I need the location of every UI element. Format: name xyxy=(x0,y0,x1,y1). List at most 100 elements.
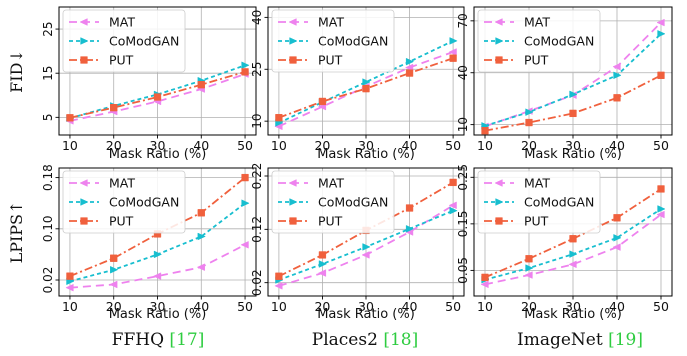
data-point-comodgan xyxy=(569,250,578,258)
legend-label-put: PUT xyxy=(318,214,343,229)
y-tick-label: 0.12 xyxy=(250,216,264,243)
data-point-mat xyxy=(612,243,621,251)
data-point-put xyxy=(197,209,205,217)
x-tick-label: 10 xyxy=(62,138,78,153)
legend-label-put: PUT xyxy=(109,214,134,229)
data-point-mat xyxy=(448,48,457,56)
legend-marker-mat xyxy=(288,179,297,187)
x-tick-label: 20 xyxy=(521,299,537,314)
x-tick-label: 50 xyxy=(445,138,461,153)
x-tick-label: 40 xyxy=(402,138,418,153)
legend-box xyxy=(62,9,186,73)
legend-marker-mat xyxy=(288,18,297,26)
x-tick-label: 50 xyxy=(237,299,253,314)
caption-places2: Places2 [18] xyxy=(265,330,465,356)
data-point-put xyxy=(110,254,118,262)
legend-label-mat: MAT xyxy=(524,176,550,191)
y-tick-label: 70 xyxy=(456,13,470,28)
caption-places2-cite: [18] xyxy=(383,330,419,350)
legend-box xyxy=(271,170,395,234)
y-tick-label: 0.22 xyxy=(250,163,264,190)
legend-marker-comodgan xyxy=(80,37,89,45)
data-point-put xyxy=(569,235,577,243)
subplot-5: 10 20 30 40 50 0.05 0.15 0.25 Mask Ratio (%) MAT C… xyxy=(456,164,673,322)
data-point-put xyxy=(197,81,205,89)
y-tick-label: 0.15 xyxy=(456,210,470,237)
legend-box xyxy=(477,170,601,234)
data-point-comodgan xyxy=(569,90,578,99)
data-point-put xyxy=(241,68,249,76)
data-point-mat xyxy=(404,63,414,72)
x-tick-label: 30 xyxy=(150,299,166,314)
data-point-put xyxy=(405,204,414,212)
subplot-0: 10 20 30 40 50 5 15 25 Mask Ratio (%) FID↓ MAT CoMo… xyxy=(7,6,257,162)
data-point-put xyxy=(110,103,118,112)
series-line-mat xyxy=(484,213,662,286)
x-tick-label: 40 xyxy=(402,299,418,314)
data-point-put xyxy=(525,255,533,263)
x-tick-label: 40 xyxy=(193,138,209,153)
legend-label-comodgan: CoModGAN xyxy=(318,195,388,210)
data-point-put xyxy=(657,71,665,79)
legend-label-comodgan: CoModGAN xyxy=(109,195,179,210)
caption-ffhq-name: FFHQ xyxy=(111,330,165,350)
caption-imagenet: ImageNet [19] xyxy=(480,330,680,356)
data-point-comodgan xyxy=(110,265,119,274)
subplot-3: 10 20 30 40 50 0.02 0.10 0.18 Mask Ratio (%) LPIP… xyxy=(7,164,257,322)
legend-box xyxy=(62,170,186,234)
legend-label-put: PUT xyxy=(318,53,343,68)
data-point-comodgan xyxy=(362,78,371,86)
legend-label-put: PUT xyxy=(524,53,549,68)
legend-marker-mat xyxy=(79,179,88,187)
legend-label-comodgan: CoModGAN xyxy=(524,34,594,49)
data-point-comodgan xyxy=(241,199,250,207)
data-point-put xyxy=(275,272,283,280)
legend-label-put: PUT xyxy=(524,214,549,229)
legend-label-mat: MAT xyxy=(318,176,344,191)
y-axis-label: FID↓ xyxy=(7,49,26,93)
y-tick-label: 40 xyxy=(456,65,470,80)
x-tick-label: 10 xyxy=(477,138,493,153)
x-tick-label: 20 xyxy=(521,138,537,153)
data-point-put xyxy=(275,114,283,122)
series-line-comodgan xyxy=(69,64,246,120)
y-tick-label: 10 xyxy=(456,117,470,132)
y-tick-label: 40 xyxy=(250,10,264,25)
data-point-put xyxy=(449,54,457,62)
x-tick-label: 50 xyxy=(653,138,669,153)
x-tick-label: 10 xyxy=(477,299,493,314)
data-point-put xyxy=(449,178,457,187)
series-line-mat xyxy=(69,243,246,289)
x-tick-label: 10 xyxy=(271,138,287,153)
x-tick-label: 10 xyxy=(271,299,287,314)
data-point-mat xyxy=(152,272,162,280)
legend-marker-put xyxy=(289,217,297,225)
x-tick-label: 20 xyxy=(106,299,122,314)
data-point-mat xyxy=(524,271,533,279)
x-tick-label: 20 xyxy=(314,299,330,314)
y-tick-label: 0.02 xyxy=(250,269,264,296)
x-tick-label: 50 xyxy=(445,299,461,314)
data-point-comodgan xyxy=(405,225,415,233)
data-point-put xyxy=(362,84,370,93)
data-point-mat xyxy=(656,18,665,27)
data-point-comodgan xyxy=(449,206,458,215)
data-point-put xyxy=(66,272,74,280)
caption-imagenet-cite: [19] xyxy=(608,330,643,350)
data-point-mat xyxy=(480,280,489,289)
legend-label-mat: MAT xyxy=(524,15,550,30)
x-tick-label: 30 xyxy=(565,138,581,153)
y-tick-label: 5 xyxy=(41,114,55,122)
legend-box xyxy=(271,9,395,73)
x-axis-label: Mask Ratio (%) xyxy=(109,307,207,322)
x-tick-label: 40 xyxy=(609,138,625,153)
x-tick-label: 30 xyxy=(358,138,374,153)
legend-box xyxy=(477,9,601,73)
y-tick-label: 25 xyxy=(41,21,55,36)
x-tick-label: 50 xyxy=(653,299,669,314)
x-axis-label: Mask Ratio (%) xyxy=(317,147,415,162)
data-point-put xyxy=(613,214,621,222)
series-line-mat xyxy=(69,73,246,122)
legend-label-put: PUT xyxy=(109,53,134,68)
legend-label-mat: MAT xyxy=(318,15,344,30)
